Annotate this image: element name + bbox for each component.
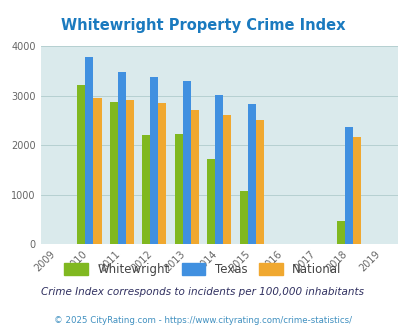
Bar bbox=[126, 100, 134, 244]
Bar bbox=[190, 110, 198, 244]
Bar bbox=[352, 137, 360, 244]
Bar bbox=[93, 98, 101, 244]
Bar bbox=[215, 95, 223, 244]
Bar bbox=[255, 120, 263, 244]
Bar bbox=[174, 134, 182, 244]
Bar bbox=[336, 221, 344, 244]
Legend: Whitewright, Texas, National: Whitewright, Texas, National bbox=[60, 258, 345, 281]
Bar bbox=[223, 115, 231, 244]
Bar bbox=[158, 103, 166, 244]
Bar bbox=[117, 72, 126, 244]
Bar bbox=[182, 81, 190, 244]
Bar bbox=[247, 104, 255, 244]
Text: Whitewright Property Crime Index: Whitewright Property Crime Index bbox=[61, 18, 344, 33]
Text: © 2025 CityRating.com - https://www.cityrating.com/crime-statistics/: © 2025 CityRating.com - https://www.city… bbox=[54, 315, 351, 325]
Bar bbox=[344, 127, 352, 244]
Bar bbox=[109, 102, 117, 244]
Bar bbox=[142, 135, 150, 244]
Bar bbox=[207, 159, 215, 244]
Bar bbox=[239, 191, 247, 244]
Bar bbox=[85, 57, 93, 244]
Text: Crime Index corresponds to incidents per 100,000 inhabitants: Crime Index corresponds to incidents per… bbox=[41, 287, 364, 297]
Bar bbox=[77, 85, 85, 244]
Bar bbox=[150, 77, 158, 244]
